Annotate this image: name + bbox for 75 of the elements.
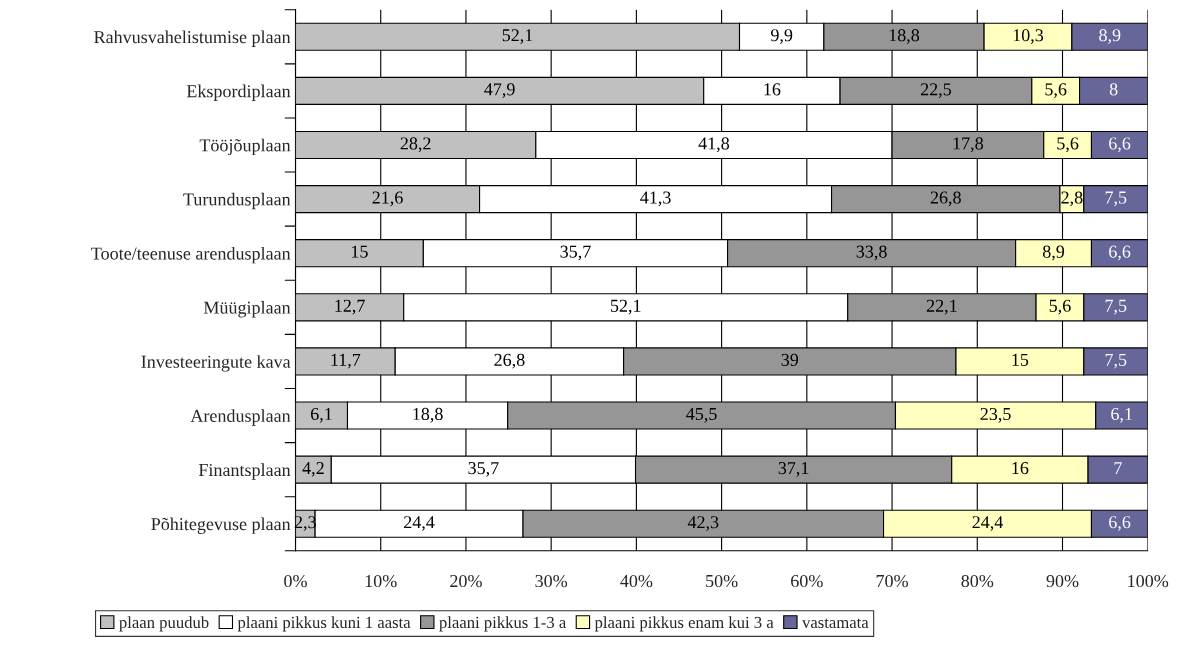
data-label: 16 <box>764 83 781 96</box>
data-label: 18,8 <box>889 29 920 44</box>
x-tick-label: 0% <box>284 574 307 588</box>
data-label: 47,9 <box>484 83 515 98</box>
data-label: 16 <box>1012 462 1029 475</box>
x-tick-label: 90% <box>1046 574 1079 588</box>
y-tick-label: Investeeringute kava <box>141 355 291 372</box>
data-label: 39 <box>781 353 799 366</box>
data-label: 2,8 <box>1061 191 1083 207</box>
data-label: 41,3 <box>640 191 671 207</box>
data-label: 37,1 <box>778 462 809 477</box>
data-label: 6,6 <box>1109 516 1131 531</box>
data-label: 7,5 <box>1105 299 1127 315</box>
legend-label: vastamata <box>802 618 869 629</box>
data-label: 15 <box>1012 353 1029 366</box>
data-label: 41,8 <box>698 137 730 153</box>
data-label: 24,4 <box>404 516 435 531</box>
data-label: 26,8 <box>930 191 961 207</box>
y-tick-label: Põhitegevuse plaan <box>151 517 291 534</box>
data-label: 26,8 <box>494 353 525 369</box>
data-label: 18,8 <box>413 407 443 423</box>
x-tick-label: 70% <box>876 574 908 588</box>
legend-label: plaani pikkus 1-3 a <box>439 616 567 632</box>
data-label: 22,1 <box>926 299 957 315</box>
data-label: 10,3 <box>1013 29 1044 44</box>
x-tick-label: 10% <box>365 574 397 588</box>
data-label: 7 <box>1114 462 1122 474</box>
data-label: 11,7 <box>331 353 361 369</box>
legend-label: plaan puudub <box>119 616 209 632</box>
legend-label: plaani pikkus kuni 1 aasta <box>237 616 411 632</box>
x-tick-label: 20% <box>450 574 482 588</box>
data-label: 8 <box>1109 83 1118 96</box>
data-label: 22,5 <box>920 83 952 98</box>
y-tick-label: Müügiplaan <box>203 301 291 318</box>
data-label: 6,1 <box>1111 407 1132 423</box>
data-label: 6,6 <box>1109 137 1131 153</box>
data-label: 8,9 <box>1042 245 1065 261</box>
data-label: 28,2 <box>400 137 431 153</box>
data-label: 7,5 <box>1105 353 1127 369</box>
x-tick-label: 100% <box>1128 574 1169 588</box>
data-label: 23,5 <box>980 407 1011 423</box>
data-label: 33,8 <box>856 245 887 261</box>
data-label: 52,1 <box>502 29 533 44</box>
y-tick-label: Rahvusvahelistumise plaan <box>94 30 291 47</box>
y-tick-label: Turundusplaan <box>183 192 291 210</box>
data-label: 12,7 <box>335 299 365 315</box>
x-tick-label: 40% <box>620 574 653 588</box>
y-tick-label: Finantsplaan <box>198 463 291 480</box>
y-tick-label: Ekspordiplaan <box>186 84 291 101</box>
y-tick-label: Arendusplaan <box>190 409 291 426</box>
data-label: 7,5 <box>1105 191 1127 207</box>
x-tick-label: 60% <box>791 574 823 588</box>
data-label: 4,2 <box>302 462 324 477</box>
x-tick-label: 50% <box>706 574 738 588</box>
data-label: 6,6 <box>1109 245 1131 261</box>
data-label: 5,6 <box>1057 137 1079 153</box>
x-tick-label: 80% <box>961 574 994 588</box>
data-label: 17,8 <box>953 137 984 153</box>
data-label: 5,6 <box>1049 299 1071 315</box>
data-label: 9,9 <box>770 29 793 44</box>
data-label: 35,7 <box>560 245 591 261</box>
data-label: 45,5 <box>686 407 717 423</box>
data-label: 52,1 <box>610 299 641 315</box>
data-label: 21,6 <box>372 191 403 207</box>
data-label: 8,9 <box>1099 29 1121 44</box>
x-tick-label: 30% <box>535 574 568 588</box>
data-label: 24,4 <box>972 516 1004 531</box>
y-tick-label: Tööjõuplaan <box>199 138 291 156</box>
data-label: 15 <box>351 245 368 258</box>
legend-label: plaani pikkus enam kui 3 a <box>594 616 774 632</box>
data-label: 42,3 <box>687 516 719 531</box>
data-label: 6,1 <box>310 407 332 423</box>
data-label: 5,6 <box>1045 83 1067 98</box>
y-tick-label: Toote/teenuse arendusplaan <box>91 246 291 264</box>
data-label: 35,7 <box>468 462 499 477</box>
